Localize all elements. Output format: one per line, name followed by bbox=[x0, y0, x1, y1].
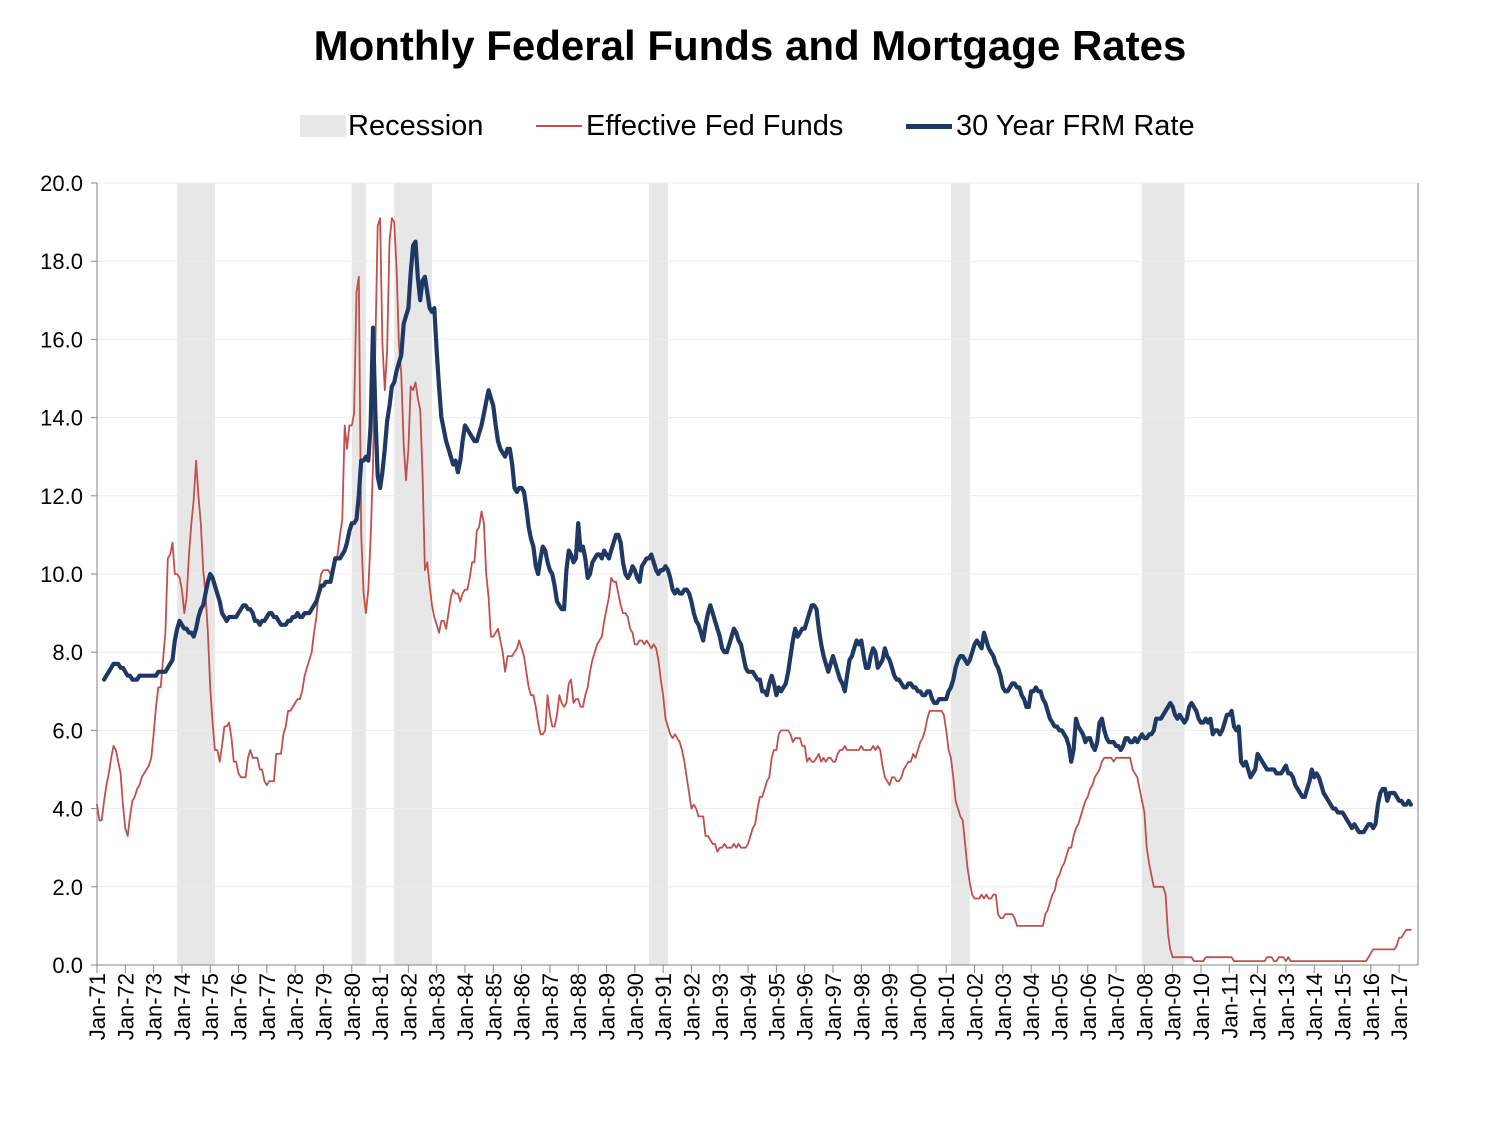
x-tick-label: Jan-71 bbox=[85, 973, 110, 1040]
x-tick-label: Jan-03 bbox=[991, 973, 1016, 1040]
legend-label-frm: 30 Year FRM Rate bbox=[956, 109, 1195, 142]
legend: Recession Effective Fed Funds 30 Year FR… bbox=[0, 106, 1500, 146]
y-tick-label: 12.0 bbox=[40, 484, 83, 509]
legend-label-recession: Recession bbox=[348, 109, 484, 142]
y-tick-label: 8.0 bbox=[52, 640, 83, 665]
x-tick-label: Jan-16 bbox=[1359, 973, 1384, 1040]
legend-swatch-fed-funds bbox=[536, 125, 582, 127]
x-tick-label: Jan-14 bbox=[1302, 973, 1327, 1040]
x-tick-label: Jan-88 bbox=[566, 973, 591, 1040]
x-tick-label: Jan-72 bbox=[113, 973, 138, 1040]
x-tick-label: Jan-77 bbox=[255, 973, 280, 1040]
x-tick-label: Jan-95 bbox=[764, 973, 789, 1040]
x-tick-label: Jan-90 bbox=[623, 973, 648, 1040]
x-tick-label: Jan-09 bbox=[1161, 973, 1186, 1040]
chart-title: Monthly Federal Funds and Mortgage Rates bbox=[313, 22, 1187, 69]
x-tick-label: Jan-82 bbox=[396, 973, 421, 1040]
x-tick-label: Jan-79 bbox=[311, 973, 336, 1040]
y-tick-label: 4.0 bbox=[52, 797, 83, 822]
x-tick-label: Jan-86 bbox=[510, 973, 535, 1040]
x-tick-label: Jan-07 bbox=[1104, 973, 1129, 1040]
y-tick-label: 10.0 bbox=[40, 562, 83, 587]
y-tick-label: 16.0 bbox=[40, 327, 83, 352]
x-tick-label: Jan-17 bbox=[1387, 973, 1412, 1040]
x-tick-label: Jan-11 bbox=[1217, 973, 1242, 1039]
x-tick-label: Jan-01 bbox=[934, 973, 959, 1040]
x-tick-label: Jan-85 bbox=[481, 973, 506, 1040]
legend-item-frm: 30 Year FRM Rate bbox=[906, 106, 1195, 146]
x-tick-label: Jan-08 bbox=[1132, 973, 1157, 1040]
series-line-fed-funds bbox=[96, 217, 1412, 962]
x-tick-label: Jan-97 bbox=[821, 973, 846, 1040]
y-tick-label: 6.0 bbox=[52, 718, 83, 743]
x-tick-label: Jan-81 bbox=[368, 973, 393, 1040]
y-tick-label: 2.0 bbox=[52, 875, 83, 900]
x-tick-label: Jan-00 bbox=[906, 973, 931, 1040]
legend-swatch-recession bbox=[300, 115, 346, 137]
x-tick-label: Jan-84 bbox=[453, 973, 478, 1040]
x-tick-label: Jan-96 bbox=[793, 973, 818, 1040]
y-tick-label: 20.0 bbox=[40, 171, 83, 196]
x-tick-label: Jan-76 bbox=[227, 973, 252, 1040]
x-tick-label: Jan-04 bbox=[1019, 973, 1044, 1040]
x-tick-label: Jan-92 bbox=[679, 973, 704, 1040]
x-tick-label: Jan-99 bbox=[878, 973, 903, 1040]
x-tick-label: Jan-78 bbox=[283, 973, 308, 1040]
x-tick-label: Jan-93 bbox=[708, 973, 733, 1040]
x-tick-label: Jan-02 bbox=[963, 973, 988, 1040]
x-tick-label: Jan-91 bbox=[651, 973, 676, 1040]
x-tick-label: Jan-15 bbox=[1331, 973, 1356, 1040]
x-tick-label: Jan-73 bbox=[142, 973, 167, 1040]
x-tick-label: Jan-83 bbox=[425, 973, 450, 1040]
y-tick-label: 0.0 bbox=[52, 953, 83, 978]
y-tick-label: 18.0 bbox=[40, 249, 83, 274]
x-tick-label: Jan-89 bbox=[595, 973, 620, 1040]
x-tick-label: Jan-06 bbox=[1076, 973, 1101, 1040]
x-tick-label: Jan-94 bbox=[736, 973, 761, 1040]
x-tick-label: Jan-05 bbox=[1047, 973, 1072, 1040]
x-tick-label: Jan-87 bbox=[538, 973, 563, 1040]
x-tick-label: Jan-98 bbox=[849, 973, 874, 1040]
x-tick-label: Jan-75 bbox=[198, 973, 223, 1040]
x-tick-label: Jan-74 bbox=[170, 973, 195, 1040]
legend-item-recession: Recession bbox=[300, 106, 483, 146]
legend-label-fed-funds: Effective Fed Funds bbox=[586, 109, 844, 142]
x-tick-label: Jan-12 bbox=[1246, 973, 1271, 1040]
legend-item-fed-funds: Effective Fed Funds bbox=[536, 106, 843, 146]
x-tick-label: Jan-10 bbox=[1189, 973, 1214, 1040]
series-line-30yr-frm bbox=[101, 239, 1414, 835]
y-tick-label: 14.0 bbox=[40, 406, 83, 431]
x-tick-label: Jan-80 bbox=[340, 973, 365, 1040]
x-tick-label: Jan-13 bbox=[1274, 973, 1299, 1040]
legend-swatch-frm bbox=[906, 123, 952, 129]
